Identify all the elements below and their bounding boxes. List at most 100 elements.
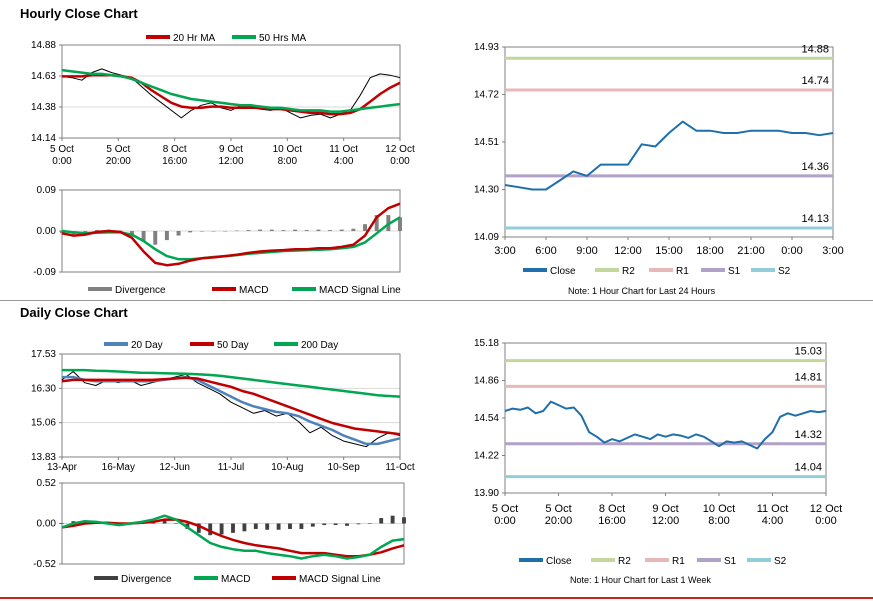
hourly-macd-divergence-bar [199, 231, 204, 232]
daily-price-x-tick-label: 11-Oct [385, 462, 414, 473]
hourly-macd-divergence-bar [188, 231, 193, 233]
hourly-macd-divergence-bar [398, 217, 402, 231]
hourly-macd-legend-label: Divergence [115, 285, 166, 296]
hourly-week-x-tick-label: 5 Oct 20:00 [545, 503, 573, 527]
hourly-macd-legend-label: MACD [239, 285, 268, 296]
bottom-rule [0, 597, 873, 599]
daily-price-legend-label: 50 Day [217, 340, 249, 351]
daily-price-y-tick-label: 17.53 [31, 349, 56, 360]
hourly-macd-divergence-bar [246, 230, 251, 231]
hourly-24h-level-label-r1: 14.74 [801, 75, 829, 87]
daily-macd-divergence-bar [402, 517, 406, 524]
hourly-week-x-tick-label: 9 Oct 12:00 [652, 503, 680, 527]
daily-macd-divergence-bar [60, 523, 64, 524]
hourly-week-x-tick-label: 5 Oct 0:00 [492, 503, 518, 527]
hourly-macd-divergence-bar [374, 215, 379, 231]
hourly-macd-divergence-bar [211, 231, 216, 232]
daily-macd-divergence-bar [162, 519, 167, 524]
daily-macd-y-tick-label: 0.00 [37, 519, 57, 530]
hourly-price-legend-label: 50 Hrs MA [259, 33, 307, 44]
daily-macd-divergence-bar [219, 523, 224, 535]
hourly-24h-legend-label: S1 [728, 266, 741, 277]
daily-macd-y-tick-label: 0.52 [37, 478, 57, 489]
hourly-week-x-tick-label: 11 Oct 4:00 [757, 503, 789, 527]
hourly-macd-divergence-bar [351, 228, 356, 231]
daily-macd-divergence-bar [356, 523, 361, 525]
daily-price-x-tick-label: 13-Apr [47, 462, 78, 473]
hourly-week-legend-label: R2 [618, 556, 631, 567]
daily-macd-divergence-bar [253, 523, 258, 529]
section-divider [0, 300, 873, 301]
daily-macd-divergence-bar [242, 523, 247, 532]
hourly-week-x-tick-label: 12 Oct 0:00 [810, 503, 842, 527]
hourly-macd-divergence-bar [153, 231, 158, 245]
hourly-macd-divergence-bar [94, 230, 99, 231]
hourly-price-y-tick-label: 14.14 [31, 133, 56, 144]
daily-price-line-200-day [62, 368, 401, 398]
hourly-price-x-tick-label: 10 Oct 8:00 [273, 144, 303, 167]
hourly-macd-divergence-bar [304, 230, 309, 231]
hourly-macd-divergence-bar [164, 231, 169, 241]
daily-price-x-tick-label: 12-Jun [159, 462, 190, 473]
hourly-week-y-tick-label: 14.22 [474, 451, 499, 462]
daily-macd-divergence-bar [265, 523, 270, 530]
hourly-24h-y-tick-label: 14.30 [474, 185, 499, 196]
hourly-24h-x-tick-label: 18:00 [696, 245, 724, 257]
hourly-macd-divergence-bar [176, 231, 181, 236]
daily-macd-signal-line [61, 518, 405, 558]
hourly-price-y-tick-label: 14.88 [31, 40, 56, 51]
hourly-price-x-tick-label: 5 Oct 20:00 [106, 144, 131, 167]
daily-price-legend-label: 20 Day [131, 340, 163, 351]
daily-price-line-close [61, 371, 401, 448]
daily-macd-y-tick-label: -0.52 [33, 559, 56, 570]
daily-macd-divergence-bar [299, 523, 304, 529]
daily-section-title: Daily Close Chart [20, 305, 128, 320]
hourly-macd-divergence-bar [339, 229, 344, 231]
daily-macd-legend-label: MACD Signal Line [299, 574, 381, 585]
hourly-week-level-label-r1: 14.81 [794, 371, 822, 383]
hourly-week-x-tick-label: 8 Oct 16:00 [598, 503, 626, 527]
daily-macd-divergence-bar [288, 523, 292, 529]
hourly-week-note: Note: 1 Hour Chart for Last 1 Week [570, 575, 711, 585]
daily-price-x-tick-label: 11-Jul [218, 462, 245, 473]
hourly-24h-legend-label: R1 [676, 266, 689, 277]
daily-price-legend-label: 200 Day [301, 340, 338, 351]
hourly-week-frame [504, 342, 827, 494]
hourly-macd-divergence-bar [363, 224, 368, 231]
hourly-24h-x-tick-label: 3:00 [494, 245, 515, 257]
hourly-24h-y-tick-label: 14.93 [474, 42, 499, 53]
hourly-24h-x-tick-label: 3:00 [822, 245, 843, 257]
hourly-24h-legend-label: R2 [622, 266, 635, 277]
daily-macd-divergence-bar [322, 523, 327, 526]
daily-macd-divergence-bar [276, 523, 281, 530]
daily-macd-divergence-bar [208, 523, 213, 536]
daily-macd-line [61, 514, 405, 560]
hourly-macd-y-tick-label: 0.00 [37, 226, 57, 237]
hourly-price-x-tick-label: 12 Oct 0:00 [385, 144, 415, 167]
hourly-week-y-tick-label: 14.86 [474, 376, 499, 387]
hourly-price-x-tick-label: 5 Oct 0:00 [50, 144, 74, 167]
hourly-price-y-tick-label: 14.63 [31, 71, 56, 82]
daily-macd-divergence-bar [333, 523, 338, 526]
daily-price-y-tick-label: 15.06 [31, 418, 56, 429]
daily-price-x-tick-label: 10-Sep [328, 462, 361, 473]
hourly-section-title: Hourly Close Chart [20, 6, 138, 21]
hourly-week-level-label-s2: 14.04 [794, 462, 822, 474]
daily-price-line-50-day [61, 376, 401, 436]
hourly-macd-divergence-bar [269, 229, 274, 231]
daily-price-frame [61, 353, 401, 458]
hourly-macd-divergence-bar [83, 231, 88, 233]
hourly-24h-x-tick-label: 9:00 [576, 245, 597, 257]
hourly-24h-x-tick-label: 0:00 [781, 245, 802, 257]
hourly-macd-divergence-bar [316, 229, 321, 231]
hourly-24h-y-tick-label: 14.72 [474, 90, 499, 101]
hourly-week-x-tick-label: 10 Oct 8:00 [703, 503, 735, 527]
hourly-macd-divergence-bar [141, 231, 146, 242]
hourly-macd-divergence-bar [293, 229, 298, 231]
hourly-macd-divergence-bar [328, 230, 333, 231]
hourly-week-level-label-s1: 14.32 [794, 429, 822, 441]
daily-price-line-20-day [62, 375, 401, 446]
daily-price-y-tick-label: 13.83 [31, 452, 56, 463]
hourly-week-y-tick-label: 14.54 [474, 413, 499, 424]
hourly-macd-divergence-bar [258, 229, 263, 231]
